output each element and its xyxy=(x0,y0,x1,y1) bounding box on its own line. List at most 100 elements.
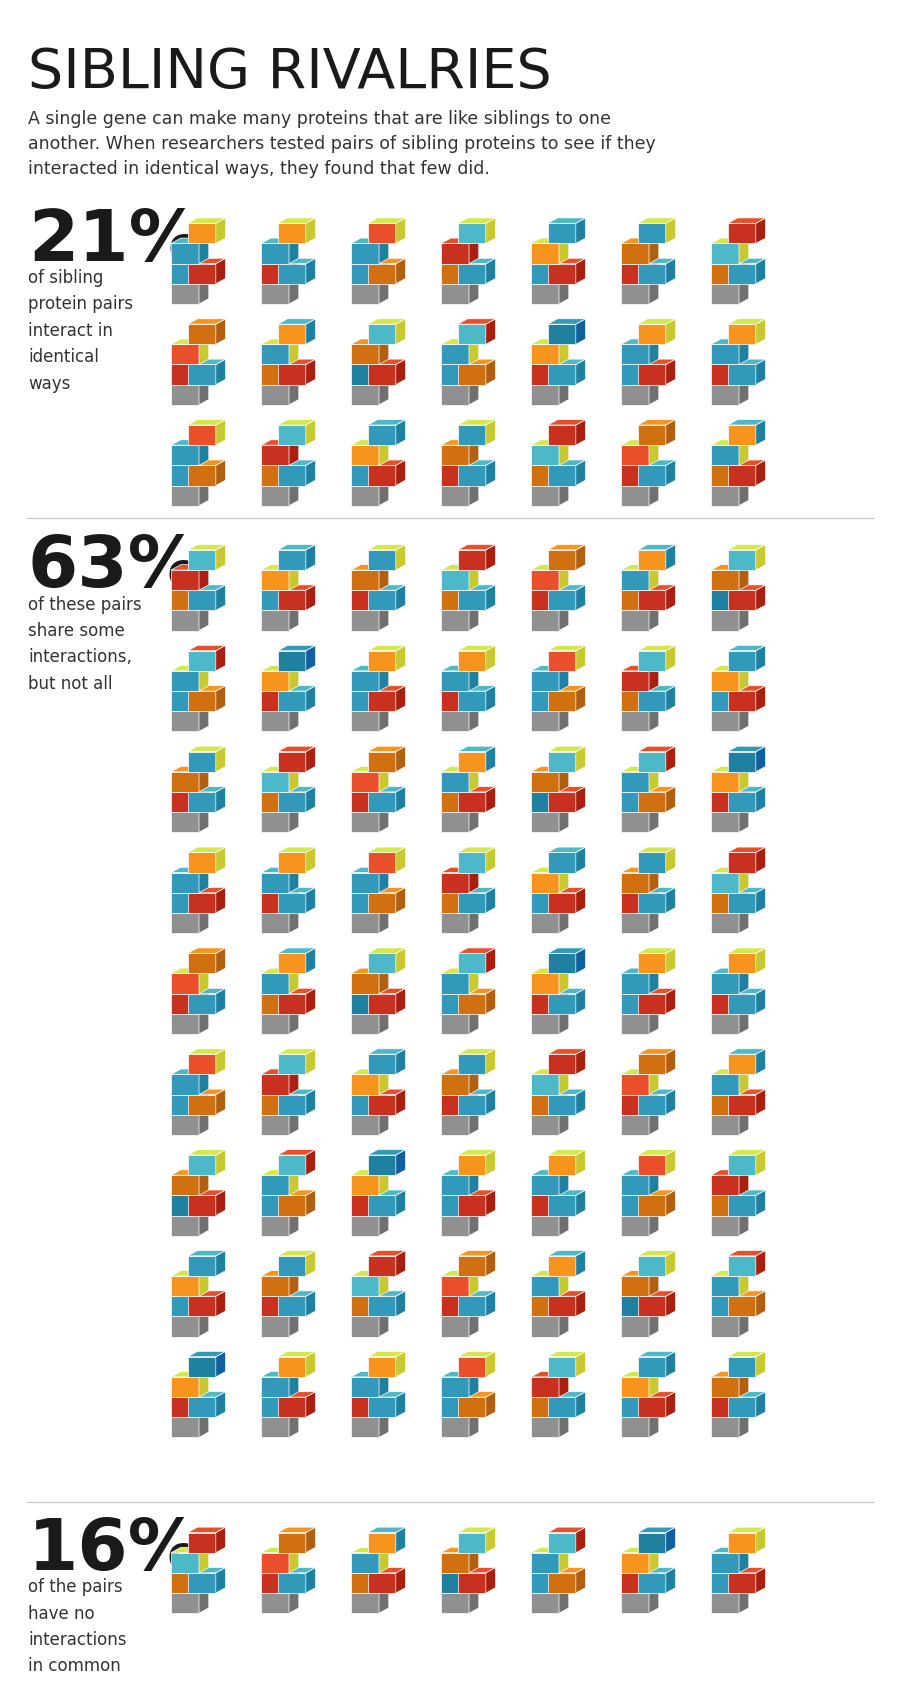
Polygon shape xyxy=(171,888,209,893)
Polygon shape xyxy=(666,585,676,611)
Polygon shape xyxy=(306,1251,316,1277)
Polygon shape xyxy=(638,1150,676,1156)
Polygon shape xyxy=(469,787,479,812)
Polygon shape xyxy=(649,1211,659,1236)
Polygon shape xyxy=(171,264,199,284)
Polygon shape xyxy=(711,1297,739,1317)
Polygon shape xyxy=(351,441,389,446)
Polygon shape xyxy=(458,585,496,590)
Polygon shape xyxy=(379,888,389,913)
Polygon shape xyxy=(368,994,396,1014)
Polygon shape xyxy=(368,893,396,913)
Polygon shape xyxy=(188,1090,226,1095)
Polygon shape xyxy=(711,340,749,345)
Polygon shape xyxy=(469,666,479,691)
Polygon shape xyxy=(441,1196,469,1216)
Polygon shape xyxy=(638,325,666,345)
Polygon shape xyxy=(576,461,586,486)
Polygon shape xyxy=(576,1527,586,1552)
Polygon shape xyxy=(278,420,316,426)
Polygon shape xyxy=(396,1251,406,1277)
Polygon shape xyxy=(171,1552,199,1573)
Polygon shape xyxy=(711,590,739,611)
Polygon shape xyxy=(486,360,496,385)
Polygon shape xyxy=(199,706,209,732)
Polygon shape xyxy=(711,380,749,385)
Polygon shape xyxy=(711,1317,739,1337)
Polygon shape xyxy=(739,686,749,711)
Polygon shape xyxy=(666,989,676,1014)
Polygon shape xyxy=(188,752,216,772)
Polygon shape xyxy=(548,1532,576,1552)
Polygon shape xyxy=(756,1191,766,1216)
Polygon shape xyxy=(261,486,289,506)
Polygon shape xyxy=(728,792,756,812)
Polygon shape xyxy=(441,691,469,711)
Polygon shape xyxy=(728,1156,756,1176)
Polygon shape xyxy=(711,481,749,486)
Polygon shape xyxy=(576,1568,586,1593)
Polygon shape xyxy=(559,259,569,284)
Polygon shape xyxy=(469,1171,479,1196)
Polygon shape xyxy=(379,1393,389,1418)
Polygon shape xyxy=(559,807,569,833)
Polygon shape xyxy=(261,1216,289,1236)
Polygon shape xyxy=(638,787,676,792)
Polygon shape xyxy=(216,1669,226,1682)
Polygon shape xyxy=(441,1009,479,1014)
Polygon shape xyxy=(458,888,496,893)
Polygon shape xyxy=(188,325,216,345)
Polygon shape xyxy=(531,1312,569,1317)
Polygon shape xyxy=(711,1573,739,1593)
Polygon shape xyxy=(531,345,559,365)
Polygon shape xyxy=(469,279,479,304)
Polygon shape xyxy=(576,320,586,345)
Polygon shape xyxy=(171,1009,209,1014)
Polygon shape xyxy=(289,1171,299,1196)
Polygon shape xyxy=(368,1633,396,1653)
Polygon shape xyxy=(576,747,586,772)
Polygon shape xyxy=(171,1090,209,1095)
Polygon shape xyxy=(171,691,199,711)
Polygon shape xyxy=(188,989,226,994)
Polygon shape xyxy=(756,1150,766,1176)
Polygon shape xyxy=(739,868,749,893)
Polygon shape xyxy=(306,420,316,446)
Polygon shape xyxy=(261,1393,299,1398)
Polygon shape xyxy=(199,1588,209,1613)
Polygon shape xyxy=(171,1674,199,1682)
Polygon shape xyxy=(531,585,569,590)
Polygon shape xyxy=(261,1211,299,1216)
Polygon shape xyxy=(261,1070,299,1075)
Polygon shape xyxy=(711,1176,739,1196)
Polygon shape xyxy=(638,893,666,913)
Polygon shape xyxy=(368,219,406,224)
Polygon shape xyxy=(289,1090,299,1115)
Polygon shape xyxy=(486,949,496,974)
Polygon shape xyxy=(576,420,586,446)
Polygon shape xyxy=(649,1090,659,1115)
Polygon shape xyxy=(756,989,766,1014)
Polygon shape xyxy=(278,1352,316,1357)
Polygon shape xyxy=(621,360,659,365)
Polygon shape xyxy=(171,969,209,974)
Polygon shape xyxy=(531,1272,569,1277)
Polygon shape xyxy=(379,706,389,732)
Polygon shape xyxy=(171,807,209,812)
Polygon shape xyxy=(278,954,306,974)
Polygon shape xyxy=(531,380,569,385)
Polygon shape xyxy=(638,792,666,812)
Polygon shape xyxy=(278,1050,316,1055)
Polygon shape xyxy=(728,585,766,590)
Polygon shape xyxy=(531,1292,569,1297)
Polygon shape xyxy=(188,1251,226,1256)
Polygon shape xyxy=(458,259,496,264)
Polygon shape xyxy=(188,949,226,954)
Polygon shape xyxy=(171,1277,199,1297)
Polygon shape xyxy=(728,949,766,954)
Polygon shape xyxy=(666,1251,676,1277)
Polygon shape xyxy=(261,380,299,385)
Polygon shape xyxy=(638,224,666,244)
Polygon shape xyxy=(531,974,559,994)
Polygon shape xyxy=(351,888,389,893)
